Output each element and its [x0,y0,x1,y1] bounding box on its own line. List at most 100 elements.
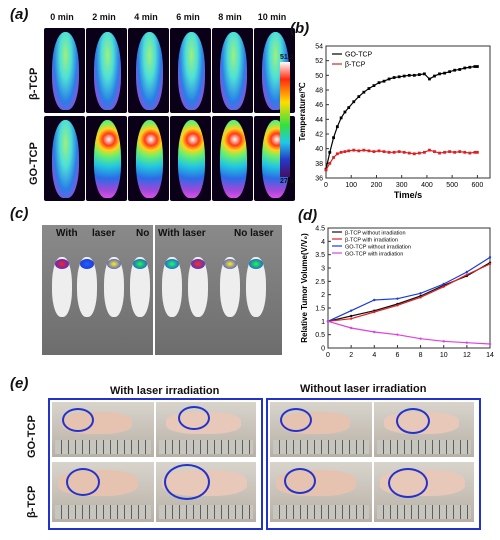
signal-spot [80,259,94,269]
tumor-circle [178,406,210,430]
y-tick-label: 4 [321,239,325,246]
x-axis-label: Time/s [394,190,422,200]
y-tick-label: 2 [321,292,325,299]
mouse-photo [156,402,256,457]
time-label: 8 min [218,12,242,22]
panel-a-times: 0 min 2 min 4 min 6 min 8 min 10 min [42,12,292,26]
data-point [382,79,386,83]
data-point [352,148,356,152]
legend-label: GO-TCP with irradiation [345,252,403,258]
title-with-laser: With laser irradiation [110,385,220,397]
time-label: 6 min [176,12,200,22]
data-point [433,150,436,153]
time-label: 10 min [257,12,287,22]
tumor-circle [396,408,430,434]
mouse-photo [52,402,154,457]
panel-c-label: (c) [10,205,29,222]
title-without-laser: Without laser irradiation [300,383,427,395]
label-no-laser: No laser [234,228,274,239]
y-tick-label: 54 [315,44,323,51]
y-tick-label: 2.5 [315,279,325,286]
signal-spot [249,259,263,269]
data-point [417,151,421,155]
data-point [377,149,381,153]
photo-frame-with-laser [48,398,263,530]
data-point [362,148,366,152]
x-tick-label: 2 [349,352,353,359]
ruler [377,440,471,454]
data-point [377,81,381,85]
series-line [327,262,491,322]
data-point [402,150,406,154]
y-tick-label: 3.5 [315,252,325,259]
data-point [453,68,457,72]
x-tick-label: 400 [421,182,433,189]
ruler [55,440,151,454]
data-point [412,73,416,77]
legend-label: GO-TCP [345,52,373,59]
colorbar-max-label: 51.2 [280,54,294,61]
data-point [463,150,467,154]
mouse [188,257,208,317]
data-point [397,150,401,153]
x-tick-label: 500 [446,182,458,189]
tumor-circle [388,468,428,498]
data-point [475,65,479,68]
ruler [159,440,253,454]
time-label: 2 min [92,12,116,22]
data-point [373,310,376,314]
data-point [335,152,339,156]
x-tick-label: 0 [326,352,330,359]
data-point [468,151,472,155]
mouse [246,257,266,317]
row-e-go-tcp: GO-TCP [26,415,38,458]
thermal-image [86,116,127,201]
data-point [458,68,462,71]
series-line [327,256,491,322]
data-point [412,152,416,156]
data-point [332,136,335,140]
time-label: 0 min [50,12,74,22]
panel-b-label: (b) [290,20,310,37]
data-point [326,320,330,323]
data-point [488,256,492,259]
data-point [428,77,431,81]
row-label-go-tcp: GO-TCP [28,142,40,185]
legend-label: β-TCP with irradiation [345,238,398,244]
data-point [488,342,492,346]
data-point [473,150,477,154]
data-point [458,150,462,153]
label-with-laser: With laser [158,228,206,239]
y-tick-label: 3 [321,266,325,273]
x-tick-label: 200 [371,182,383,189]
plot-frame [325,45,491,179]
y-tick-label: 38 [315,161,323,168]
y-axis-label: Temperature/℃ [298,82,307,141]
y-tick-label: 44 [315,117,323,124]
data-point [443,150,446,154]
data-point [367,87,371,90]
label-with: With [56,228,78,239]
data-point [349,317,353,320]
data-point [419,337,422,340]
data-point [396,304,399,307]
mouse [220,257,240,317]
y-tick-label: 0.5 [315,332,325,339]
data-point [465,273,469,276]
thermal-image [170,28,211,113]
data-point [397,75,401,79]
data-point [372,84,376,87]
data-point [387,77,391,81]
data-point [396,333,399,336]
data-point [442,282,445,286]
y-tick-label: 42 [315,132,323,139]
mouse-photo [52,462,154,522]
ruler [55,505,151,519]
data-point [473,65,477,68]
data-point [407,151,411,155]
y-tick-label: 1.5 [315,306,325,313]
data-point [382,150,386,153]
data-point [423,72,426,76]
data-point [392,150,396,154]
data-point [463,66,467,70]
